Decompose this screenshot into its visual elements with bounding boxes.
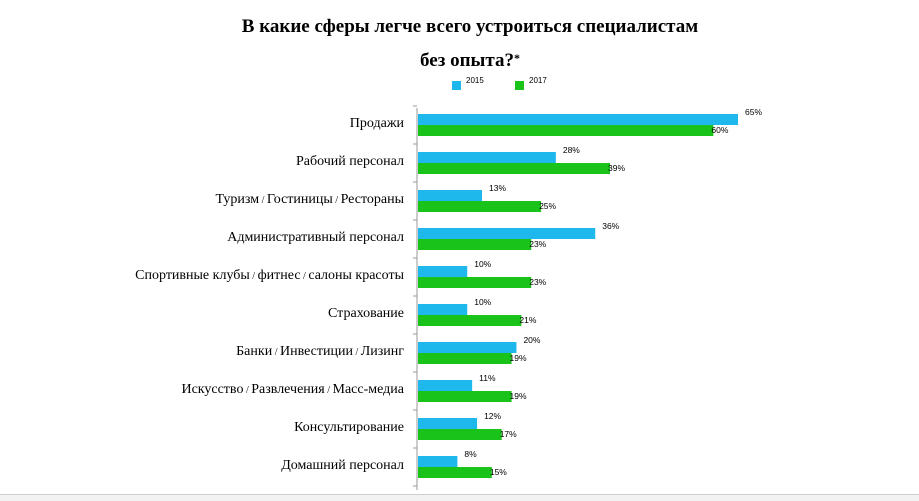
bar-2017: [418, 353, 512, 364]
data-label-2015: 65%: [745, 107, 762, 117]
bar-2017: [418, 467, 492, 478]
category-label: Туризм / Гостиницы / Рестораны: [215, 192, 404, 207]
bar-2017: [418, 239, 532, 250]
category-label: Искусство / Развлечения / Масс-медиа: [181, 382, 404, 397]
bar-2017: [418, 391, 512, 402]
bar-2015: [418, 456, 458, 467]
footnote-mark: *: [513, 51, 520, 65]
data-label-2015: 20%: [523, 335, 540, 345]
data-label-2017: 19%: [510, 353, 527, 363]
bar-2017: [418, 201, 542, 212]
category-label: Консультирование: [294, 420, 404, 435]
data-label-2017: 21%: [519, 315, 536, 325]
bar-2015: [418, 342, 517, 353]
bar-2015: [418, 418, 478, 429]
category-label: Домашний персонал: [281, 458, 404, 473]
category-label: Страхование: [328, 306, 404, 321]
legend-label-2015: 2015: [466, 76, 484, 85]
data-label-2017: 23%: [529, 239, 546, 249]
data-label-2015: 8%: [464, 449, 477, 459]
category-label: Административный персонал: [227, 230, 404, 245]
data-label-2017: 15%: [490, 467, 507, 477]
bar-2017: [418, 429, 502, 440]
bar-2015: [418, 380, 473, 391]
data-label-2015: 10%: [474, 297, 491, 307]
bar-2017: [418, 125, 714, 136]
bar-2017: [418, 277, 532, 288]
chart-title-text: без опыта?: [420, 50, 514, 71]
bar-2017: [418, 163, 610, 174]
bar-2015: [418, 266, 468, 277]
data-label-2017: 39%: [608, 163, 625, 173]
data-label-2017: 23%: [529, 277, 546, 287]
bar-2015: [418, 190, 482, 201]
data-label-2015: 11%: [479, 373, 496, 383]
data-label-2015: 13%: [489, 183, 506, 193]
legend-swatch-2017: [515, 81, 524, 90]
bar-2015: [418, 152, 556, 163]
category-label: Рабочий персонал: [295, 154, 404, 169]
legend-swatch-2015: [452, 81, 461, 90]
bar-2015: [418, 228, 596, 239]
window-bottom-edge: [0, 494, 919, 501]
data-label-2015: 10%: [474, 259, 491, 269]
chart-title-line2: без опыта?*: [0, 50, 919, 72]
bar-2015: [418, 304, 468, 315]
chart-title: В какие сферы легче всего устроиться спе…: [241, 16, 699, 37]
data-label-2015: 28%: [563, 145, 580, 155]
category-label: Спортивные клубы / фитнес / салоны красо…: [135, 268, 404, 283]
legend-label-2017: 2017: [529, 76, 547, 85]
category-label: Банки / Инвестиции / Лизинг: [236, 344, 404, 359]
category-label: Продажи: [349, 116, 404, 131]
data-label-2017: 60%: [711, 125, 728, 135]
data-label-2015: 12%: [484, 411, 501, 421]
bar-2017: [418, 315, 522, 326]
data-label-2017: 25%: [539, 201, 556, 211]
bar-2015: [418, 114, 738, 125]
data-label-2017: 19%: [510, 391, 527, 401]
data-label-2017: 17%: [500, 429, 517, 439]
data-label-2015: 36%: [602, 221, 619, 231]
